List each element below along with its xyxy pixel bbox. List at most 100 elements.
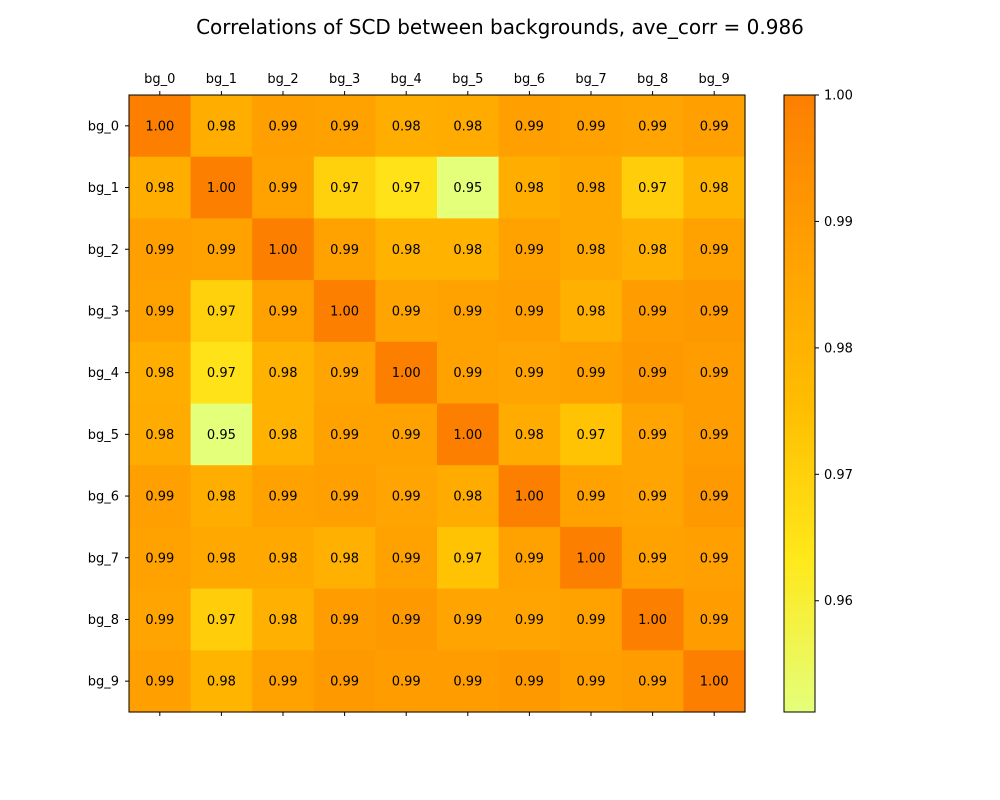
colorbar-segment — [784, 113, 815, 118]
colorbar-segment — [784, 335, 815, 340]
colorbar-segment — [784, 480, 815, 485]
colorbar-segment — [784, 378, 815, 383]
cell-value-label: 0.99 — [700, 304, 729, 319]
cell-value-label: 1.00 — [330, 304, 359, 319]
colorbar-segment — [784, 212, 815, 216]
cell-value-label: 0.99 — [330, 428, 359, 443]
heatmap-cell — [252, 526, 315, 590]
colorbar-tick-label: 0.96 — [824, 594, 853, 609]
cell-value-label: 0.99 — [145, 675, 174, 690]
colorbar-segment — [784, 579, 815, 584]
cell-value-label: 0.99 — [453, 675, 482, 690]
colorbar-segment — [784, 600, 815, 605]
cell-value-label: 0.99 — [330, 119, 359, 134]
colorbar-segment — [784, 375, 815, 380]
colorbar-segment — [784, 684, 815, 688]
colorbar-segment — [784, 332, 815, 337]
colorbar-segment — [784, 190, 815, 195]
colorbar-segment — [784, 314, 815, 318]
colorbar-segment — [784, 101, 815, 105]
colorbar-segment — [784, 428, 815, 432]
colorbar-segment — [784, 230, 815, 235]
heatmap-cell — [190, 526, 253, 590]
cell-value-label: 0.99 — [392, 428, 421, 443]
colorbar-segment — [784, 656, 815, 661]
colorbar-segment — [784, 104, 815, 108]
colorbar-segment — [784, 523, 815, 528]
colorbar-segment — [784, 505, 815, 509]
cell-value-label: 0.97 — [638, 181, 667, 196]
cell-value-label: 0.99 — [392, 304, 421, 319]
cell-value-label: 0.98 — [145, 366, 174, 381]
colorbar-segment — [784, 514, 815, 519]
cell-value-label: 0.99 — [269, 181, 298, 196]
heatmap-cell — [437, 403, 500, 466]
colorbar-segment — [784, 526, 815, 531]
cell-value-label: 0.99 — [638, 675, 667, 690]
cell-value-label: 0.99 — [392, 551, 421, 566]
colorbar-segment — [784, 187, 815, 192]
colorbar-segment — [784, 98, 815, 102]
heatmap-cell — [190, 403, 253, 466]
colorbar-segment — [784, 209, 815, 213]
colorbar-segment — [784, 659, 815, 664]
colorbar-segment — [784, 557, 815, 562]
heatmap-cell — [621, 95, 684, 158]
colorbar-segment — [784, 384, 815, 389]
colorbar-segment — [784, 560, 815, 565]
colorbar-segment — [784, 631, 815, 636]
cell-value-label: 0.98 — [577, 243, 606, 258]
colorbar-segment — [784, 233, 815, 238]
colorbar-segment — [784, 409, 815, 414]
cell-value-label: 0.95 — [207, 428, 236, 443]
colorbar-segment — [784, 699, 815, 704]
colorbar-segment — [784, 681, 815, 685]
heatmap-cell — [375, 95, 438, 158]
colorbar-segment — [784, 607, 815, 611]
colorbar-segment — [784, 489, 815, 494]
cell-value-label: 0.99 — [392, 675, 421, 690]
colorbar-segment — [784, 169, 815, 173]
cell-value-label: 0.98 — [207, 551, 236, 566]
colorbar-segment — [784, 283, 815, 287]
colorbar-segment — [784, 517, 815, 522]
cell-value-label: 0.99 — [330, 243, 359, 258]
colorbar-segment — [784, 567, 815, 571]
colorbar-segment — [784, 591, 815, 596]
colorbar-segment — [784, 548, 815, 553]
heatmap-cell — [437, 588, 500, 651]
cell-value-label: 0.99 — [392, 613, 421, 628]
heatmap-cell — [683, 156, 746, 219]
colorbar-segment — [784, 351, 815, 355]
colorbar-segment — [784, 338, 815, 343]
heatmap-cell — [683, 588, 746, 651]
cell-value-label: 0.98 — [453, 119, 482, 134]
colorbar-segment — [784, 156, 815, 161]
heatmap-cell — [560, 588, 623, 651]
cell-value-label: 0.98 — [392, 119, 421, 134]
x-tick-label: bg_4 — [391, 72, 422, 87]
colorbar-segment — [784, 215, 815, 219]
cell-value-label: 0.98 — [207, 490, 236, 505]
colorbar-segment — [784, 144, 815, 149]
x-tick-label: bg_5 — [452, 72, 483, 87]
heatmap-cell — [129, 465, 192, 528]
colorbar-segment — [784, 449, 815, 454]
y-tick-label: bg_4 — [88, 366, 119, 381]
colorbar-segment — [784, 280, 815, 284]
colorbar-segment — [784, 690, 815, 695]
heatmap-cell — [560, 465, 623, 528]
cell-value-label: 0.99 — [577, 613, 606, 628]
heatmap-cell — [313, 588, 376, 651]
colorbar-segment — [784, 301, 815, 306]
heatmap-cell — [683, 650, 746, 713]
cell-value-label: 0.98 — [392, 243, 421, 258]
cell-value-label: 0.99 — [145, 304, 174, 319]
colorbar-segment — [784, 347, 815, 352]
heatmap-cell — [560, 403, 623, 466]
colorbar-segment — [784, 178, 815, 182]
heatmap-cell — [252, 95, 315, 158]
heatmap-cell — [190, 341, 253, 405]
colorbar-segment — [784, 554, 815, 559]
cell-value-label: 0.99 — [515, 551, 544, 566]
